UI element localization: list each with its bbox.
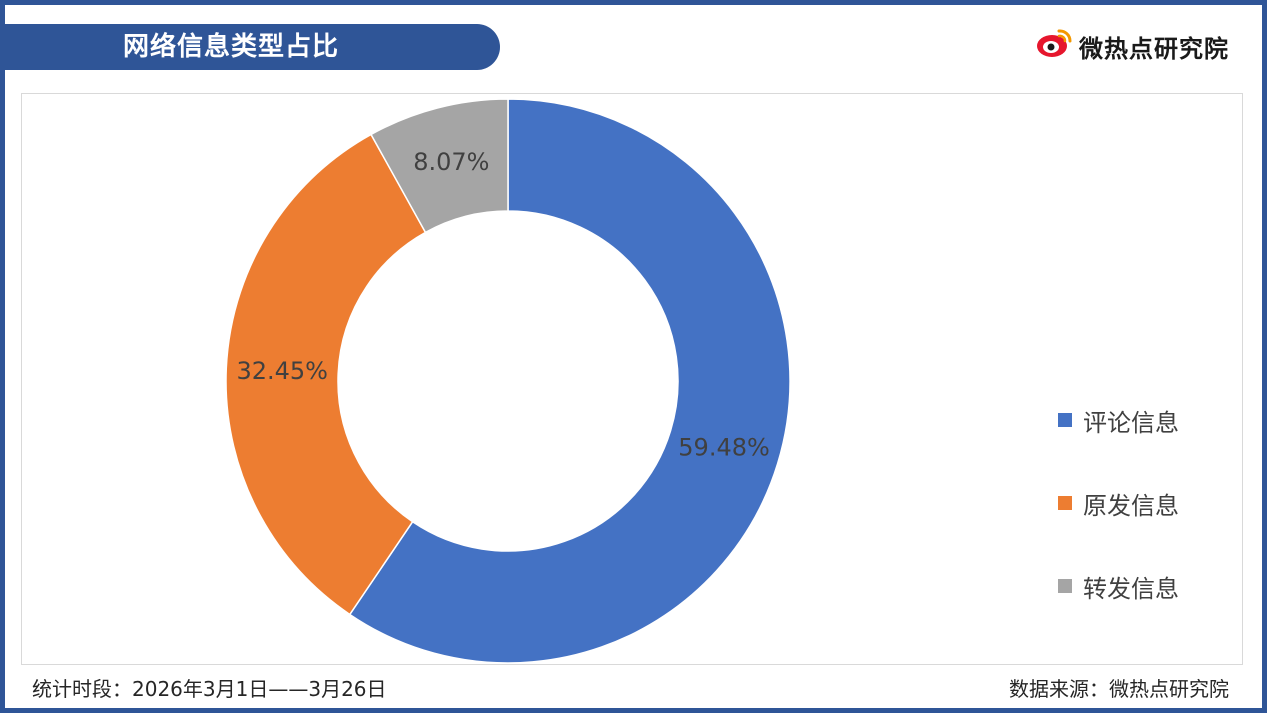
legend-item-原发信息: 原发信息 [1058,483,1179,523]
legend-swatch [1058,496,1072,510]
data-label-转发信息: 8.07% [413,148,489,176]
legend-swatch [1058,579,1072,593]
chart-legend: 评论信息原发信息转发信息 [1058,400,1179,649]
legend-label: 转发信息 [1083,574,1179,603]
legend-item-评论信息: 评论信息 [1058,400,1179,440]
donut-slice-评论信息 [348,98,791,664]
data-source: 数据来源：微热点研究院 [1009,677,1229,701]
statistics-period: 统计时段：2026年3月1日——3月26日 [32,677,387,701]
legend-label: 原发信息 [1083,491,1179,520]
weibo-eye-icon [1035,26,1073,66]
legend-swatch [1058,413,1072,427]
donut-slice-转发信息 [370,98,509,234]
data-label-评论信息: 59.48% [678,433,770,461]
legend-label: 评论信息 [1083,408,1179,437]
brand-logo: 微热点研究院 [1035,24,1229,68]
donut-slice-原发信息 [225,133,427,616]
brand-name: 微热点研究院 [1079,34,1229,63]
page-title: 网络信息类型占比 [5,24,500,70]
data-label-原发信息: 32.45% [236,357,328,385]
legend-item-转发信息: 转发信息 [1058,566,1179,606]
